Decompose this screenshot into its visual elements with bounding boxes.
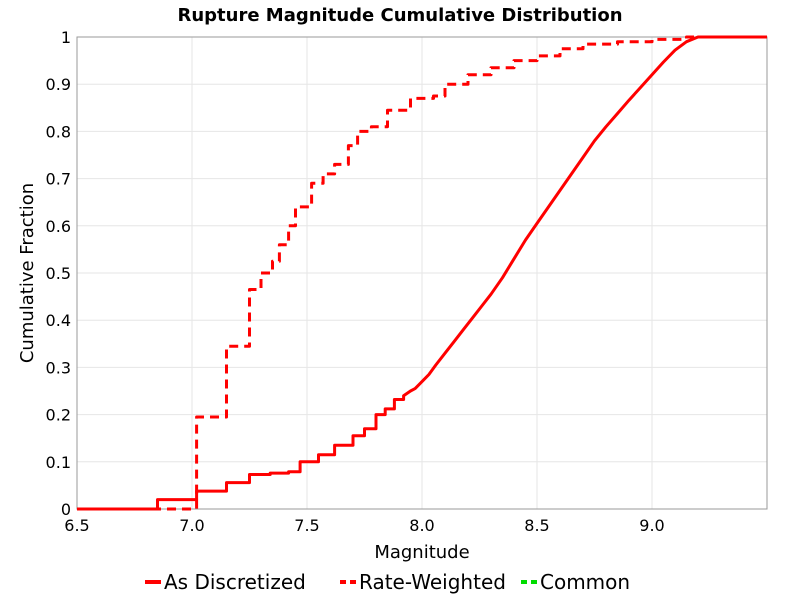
x-axis-label: Magnitude <box>374 542 469 563</box>
legend-label-common: Common <box>540 570 630 594</box>
y-tick-label: 0.8 <box>46 122 71 141</box>
y-tick-label: 0.6 <box>46 217 71 236</box>
legend-label-as-discretized: As Discretized <box>164 570 306 594</box>
x-tick-label: 7.0 <box>179 516 204 535</box>
legend-label-rate-weighted: Rate-Weighted <box>359 570 506 594</box>
y-tick-label: 0 <box>61 500 71 519</box>
y-tick-label: 0.5 <box>46 264 71 283</box>
chart-title: Rupture Magnitude Cumulative Distributio… <box>177 5 622 26</box>
y-tick-label: 1 <box>61 28 71 47</box>
y-tick-label: 0.7 <box>46 170 71 189</box>
x-tick-label: 9.0 <box>639 516 664 535</box>
tick-labels: 6.5 7.0 7.5 8.0 8.5 9.0 0 0.1 0.2 0.3 0.4 0.5 0.6 0.7… <box>46 28 665 535</box>
legend: As Discretized Rate-Weighted Common <box>145 570 630 594</box>
y-tick-label: 0.9 <box>46 75 71 94</box>
x-tick-label: 7.5 <box>294 516 319 535</box>
y-tick-label: 0.3 <box>46 358 71 377</box>
series-line-as-discretized <box>77 35 767 511</box>
y-tick-label: 0.1 <box>46 453 71 472</box>
y-axis-label: Cumulative Fraction <box>17 183 38 363</box>
x-tick-label: 8.0 <box>409 516 434 535</box>
plot-border <box>76 36 768 510</box>
x-tick-label: 8.5 <box>524 516 549 535</box>
series-layer <box>77 35 767 511</box>
x-tick-label: 6.5 <box>64 516 89 535</box>
y-tick-label: 0.4 <box>46 311 71 330</box>
y-tick-label: 0.2 <box>46 406 71 425</box>
